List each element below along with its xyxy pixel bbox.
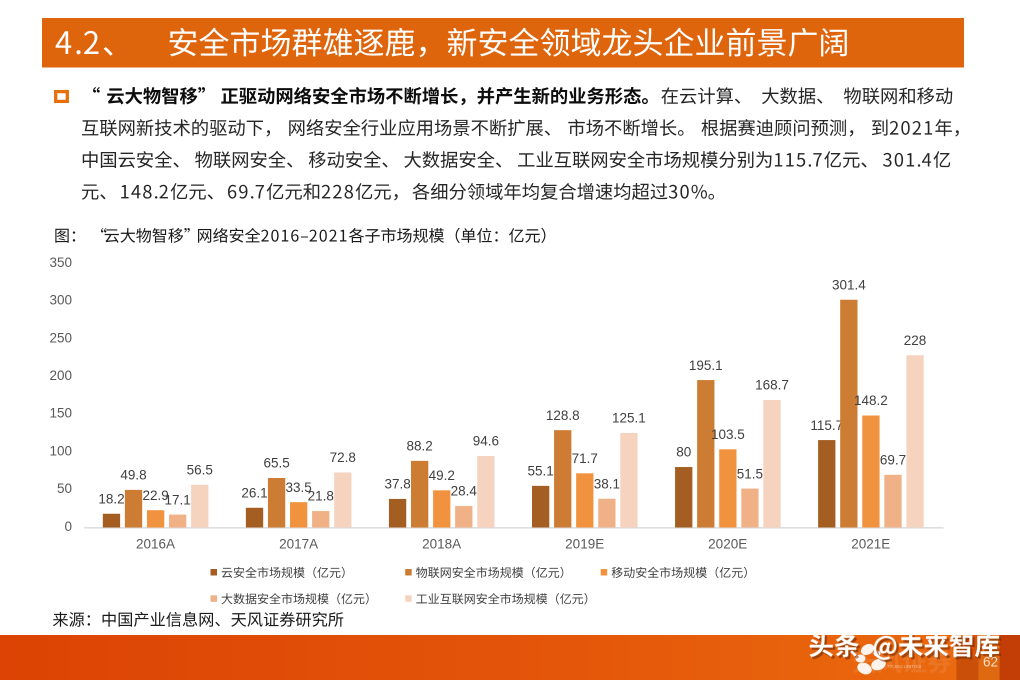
- svg-text:51.5: 51.5: [737, 466, 763, 481]
- svg-text:103.5: 103.5: [711, 427, 745, 442]
- svg-text:150: 150: [49, 406, 72, 421]
- svg-text:100: 100: [49, 443, 72, 458]
- svg-text:0: 0: [64, 519, 72, 534]
- svg-text:49.8: 49.8: [120, 468, 146, 483]
- svg-text:33.5: 33.5: [286, 480, 312, 495]
- svg-text:350: 350: [49, 255, 72, 270]
- svg-text:50: 50: [57, 481, 72, 496]
- svg-text:49.2: 49.2: [429, 468, 455, 483]
- svg-text:2018A: 2018A: [422, 537, 461, 552]
- svg-text:65.5: 65.5: [263, 456, 289, 471]
- svg-text:2017A: 2017A: [279, 537, 318, 552]
- svg-text:26.1: 26.1: [241, 485, 267, 500]
- svg-text:2019E: 2019E: [565, 537, 604, 552]
- svg-text:168.7: 168.7: [755, 378, 789, 393]
- svg-text:195.1: 195.1: [689, 358, 723, 373]
- svg-text:2016A: 2016A: [136, 537, 175, 552]
- svg-text:128.8: 128.8: [546, 408, 580, 423]
- svg-text:22.9: 22.9: [142, 488, 168, 503]
- svg-text:300: 300: [49, 293, 72, 308]
- svg-text:2021E: 2021E: [851, 537, 890, 552]
- svg-text:21.8: 21.8: [308, 489, 334, 504]
- svg-text:148.2: 148.2: [854, 393, 888, 408]
- svg-text:18.2: 18.2: [98, 491, 124, 506]
- svg-text:94.6: 94.6: [473, 434, 499, 449]
- svg-text:115.7: 115.7: [810, 418, 843, 433]
- svg-text:28.4: 28.4: [451, 484, 478, 499]
- svg-text:200: 200: [49, 368, 72, 383]
- svg-text:250: 250: [49, 330, 72, 345]
- svg-text:125.1: 125.1: [612, 411, 646, 426]
- svg-text:TF SECURITIES: TF SECURITIES: [888, 664, 922, 669]
- svg-text:2020E: 2020E: [708, 537, 747, 552]
- svg-text:17.1: 17.1: [165, 492, 191, 507]
- svg-text:71.7: 71.7: [572, 451, 598, 466]
- svg-text:55.1: 55.1: [528, 464, 554, 479]
- svg-text:38.1: 38.1: [594, 476, 620, 491]
- svg-text:301.4: 301.4: [832, 277, 866, 292]
- svg-text:228: 228: [904, 333, 927, 348]
- svg-text:62: 62: [983, 654, 998, 669]
- svg-text:56.5: 56.5: [187, 463, 213, 478]
- svg-text:69.7: 69.7: [880, 453, 906, 468]
- svg-text:88.2: 88.2: [407, 439, 433, 454]
- svg-text:37.8: 37.8: [384, 477, 410, 492]
- svg-text:80: 80: [676, 445, 691, 460]
- svg-text:72.8: 72.8: [330, 450, 356, 465]
